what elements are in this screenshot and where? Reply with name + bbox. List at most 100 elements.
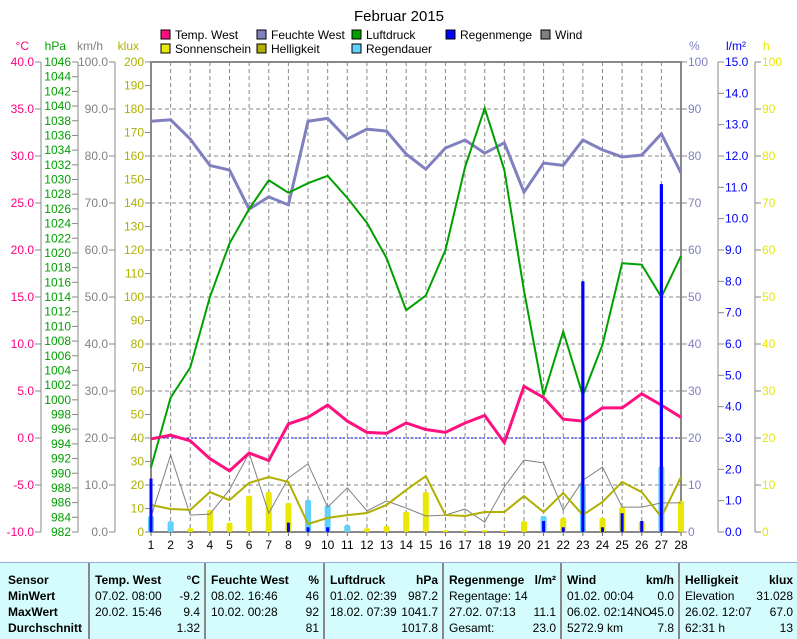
cell-label: 5272.9 km	[567, 621, 624, 635]
cell-label: 62:31 h	[685, 621, 726, 635]
x-tick-label: 20	[517, 538, 531, 552]
axis-tick-label-hours: 100	[762, 55, 782, 69]
axis-tick-label-pressure: 1036	[44, 128, 71, 142]
table-column-sensor: Sensor MinWert MaxWert Durchschnitt	[0, 563, 88, 639]
bar-sonnenschein	[520, 521, 527, 532]
axis-tick-label-temp: 0.0	[17, 431, 34, 445]
legend-swatch	[351, 43, 362, 54]
column-unit: °C	[186, 573, 200, 587]
axis-unit-humidity: %	[689, 39, 700, 53]
axis-tick-label-hours: 30	[762, 384, 776, 398]
column-title: Temp. West	[95, 573, 162, 587]
cell-label: 07.02. 08:00	[95, 589, 162, 603]
axis-tick-label-pressure: 1004	[44, 363, 71, 377]
cell-value: 45.0	[650, 605, 674, 619]
axis-tick-label-wind: 50.0	[85, 290, 109, 304]
axis-tick-label-hours: 60	[762, 243, 776, 257]
axis-tick-label-pressure: 1008	[44, 334, 71, 348]
axis-tick-label-temp: 40.0	[11, 55, 35, 69]
column-unit: klux	[768, 573, 793, 587]
axis-unit-rain: l/m²	[726, 39, 746, 53]
axis-tick-label-rain: 5.0	[725, 368, 742, 382]
x-tick-label: 10	[321, 538, 335, 552]
axis-unit-light: klux	[118, 39, 139, 53]
line-luftdruck	[150, 105, 682, 468]
axis-tick-label-pressure: 1030	[44, 173, 71, 187]
cell-label: 10.02. 00:28	[211, 605, 278, 619]
axis-tick-label-hours: 20	[762, 431, 776, 445]
axis-tick-label-rain: 8.0	[725, 274, 742, 288]
axis-tick-label-pressure: 1022	[44, 231, 71, 245]
axis-tick-label-temp: -5.0	[13, 478, 34, 492]
bar-regenmenge	[640, 521, 644, 532]
cell-label: 01.02. 02:39	[330, 589, 397, 603]
axis-tick-label-humidity: 10	[688, 478, 702, 492]
axis-tick-label-pressure: 996	[51, 422, 71, 436]
axis-unit-temp: °C	[16, 39, 30, 53]
axis-tick-label-light: 10	[131, 502, 145, 516]
bar-regenmenge	[286, 522, 290, 532]
legend-swatch	[351, 29, 362, 40]
axis-tick-label-wind: 10.0	[85, 478, 109, 492]
cell-label: 08.02. 16:46	[211, 589, 278, 603]
cell-value: 23.0	[532, 621, 556, 635]
cell-value: 81	[305, 621, 319, 635]
axis-tick-label-hours: 0	[762, 525, 769, 539]
axis-tick-label-rain: 15.0	[725, 55, 749, 69]
x-tick-label: 25	[615, 538, 629, 552]
bar-sonnenschein	[422, 492, 429, 532]
axis-tick-label-humidity: 60	[688, 243, 702, 257]
axis-unit-hours: h	[763, 39, 770, 53]
column-title: Regenmenge	[449, 573, 525, 587]
axis-tick-label-pressure: 1018	[44, 261, 71, 275]
cell-value: 92	[305, 605, 319, 619]
bar-sonnenschein	[363, 528, 370, 532]
chart-marks	[148, 105, 684, 532]
axis-tick-label-temp: 5.0	[17, 384, 34, 398]
x-tick-label: 9	[305, 538, 312, 552]
axis-tick-label-light: 50	[131, 408, 145, 422]
table-column-temp-west: Temp. West °C 07.02. 08:00 -9.2 20.02. 15:46…	[88, 563, 206, 639]
axis-tick-label-light: 30	[131, 455, 145, 469]
legend-label: Sonnenschein	[175, 42, 251, 56]
axis-tick-label-pressure: 988	[51, 481, 71, 495]
table-column-wind: Wind km/h 01.02. 00:04 0.0 06.02. 02:14NO 45.…	[560, 563, 680, 639]
axis-tick-label-pressure: 990	[51, 466, 71, 480]
axis-tick-label-temp: 20.0	[11, 243, 35, 257]
axis-tick-label-pressure: 1032	[44, 158, 71, 172]
axis-tick-label-light: 130	[124, 220, 144, 234]
bar-regendauer	[344, 524, 351, 532]
bar-sonnenschein	[481, 530, 488, 532]
row-label: Durchschnitt	[8, 621, 83, 635]
cell-value: 1.32	[176, 621, 200, 635]
cell-label: 18.02. 07:39	[330, 605, 397, 619]
axis-tick-label-light: 40	[131, 431, 145, 445]
table-column-regenmenge: Regenmenge l/m² Regentage: 14 27.02. 07:13 1…	[442, 563, 562, 639]
bar-sonnenschein	[226, 522, 233, 532]
cell-label: 06.02. 02:14NO	[567, 605, 652, 619]
legend-swatch	[445, 29, 456, 40]
axis-tick-label-light: 90	[131, 314, 145, 328]
x-tick-label: 19	[498, 538, 512, 552]
axis-tick-label-light: 160	[124, 149, 144, 163]
axis-tick-label-humidity: 90	[688, 102, 702, 116]
axis-tick-label-hours: 10	[762, 478, 776, 492]
grid	[150, 61, 682, 533]
axis-tick-label-pressure: 998	[51, 408, 71, 422]
weather-chart: Februar 2015 Temp. West Feuchte West Luftd…	[7, 8, 783, 552]
cell-value: 13	[779, 621, 793, 635]
cell-value: -9.2	[179, 589, 200, 603]
bar-sonnenschein	[462, 530, 469, 532]
axis-tick-label-pressure: 1046	[44, 55, 71, 69]
cell-label: 27.02. 07:13	[449, 605, 516, 619]
legend-label: Wind	[555, 28, 582, 42]
x-tick-label: 21	[537, 538, 551, 552]
cell-label: Regentage: 14	[449, 589, 528, 603]
cell-value: 1041.7	[401, 605, 438, 619]
bar-regenmenge	[306, 527, 310, 532]
axis-tick-label-humidity: 0	[688, 525, 695, 539]
axis-tick-label-wind: 0.0	[91, 525, 108, 539]
axis-tick-label-light: 200	[124, 55, 144, 69]
x-tick-label: 14	[400, 538, 414, 552]
bar-regenmenge	[659, 184, 663, 532]
